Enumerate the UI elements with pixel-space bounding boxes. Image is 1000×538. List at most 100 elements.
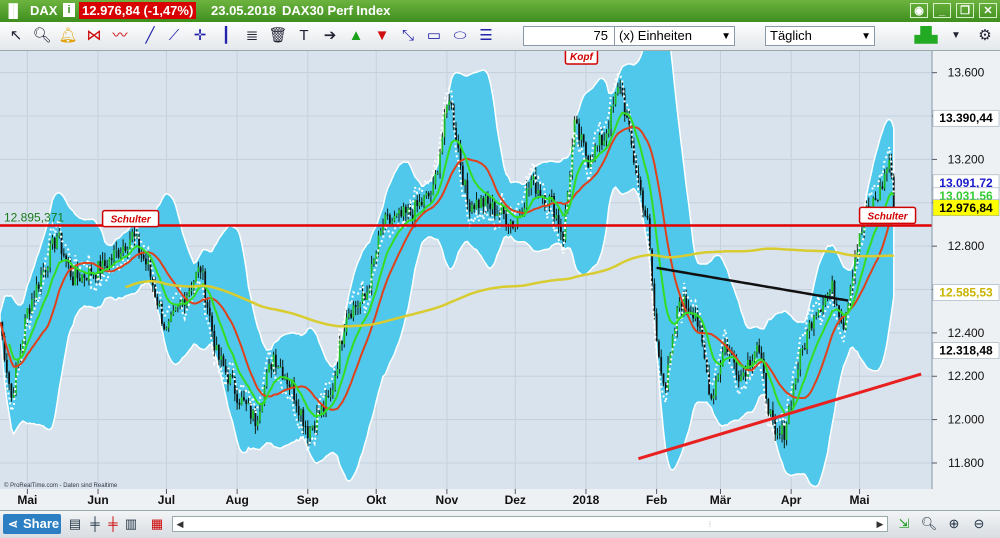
candle xyxy=(493,199,496,221)
scroll-right-icon[interactable]: ▶ xyxy=(876,519,884,529)
indicators-icon[interactable]: ▟▙ xyxy=(914,27,938,44)
zoom-icon[interactable]: 🔍︎ xyxy=(32,27,52,44)
candle xyxy=(388,213,391,226)
line-segment-icon[interactable]: ⤡ xyxy=(401,27,414,44)
pattern-icon[interactable]: 〰 xyxy=(112,27,128,44)
candle xyxy=(31,292,33,315)
interval-select[interactable]: Täglich ▼ xyxy=(765,26,875,46)
x-tick-label: Jul xyxy=(158,493,175,507)
settings-icon[interactable]: ⚙ xyxy=(978,27,992,44)
zoom-out-icon[interactable]: ⊖ xyxy=(973,516,985,531)
y-tick-label: 11.800 xyxy=(948,456,984,470)
candle xyxy=(117,247,120,259)
channel-icon[interactable]: ≣ xyxy=(245,27,259,44)
zoom-in-icon[interactable]: ⊕ xyxy=(948,516,960,531)
candle xyxy=(126,246,129,259)
sell-arrow-icon[interactable]: ▼ xyxy=(374,27,390,44)
gann-icon[interactable]: ☰ xyxy=(479,27,493,44)
candle xyxy=(352,300,355,322)
annotation-box[interactable]: Schulter xyxy=(101,209,160,228)
fibonacci-icon[interactable]: ⋈ xyxy=(86,27,102,44)
candle xyxy=(450,100,453,110)
pointer-icon[interactable]: ↖ xyxy=(9,27,23,44)
annotation-box[interactable]: Schulter xyxy=(858,206,917,225)
candle xyxy=(208,299,211,322)
heikin-icon[interactable]: ▦ xyxy=(150,516,164,531)
candle xyxy=(505,207,508,231)
y-tick-label: 13.200 xyxy=(948,152,985,166)
time-scrollbar[interactable]: ◀ ⦙ ▶ xyxy=(172,516,888,532)
candle xyxy=(156,292,159,310)
restore-icon[interactable]: ❐ xyxy=(956,3,974,18)
zoom-fit-icon[interactable]: 🔍︎ xyxy=(920,516,938,531)
candle xyxy=(58,228,61,239)
unit-label: (x) Einheiten xyxy=(619,28,692,43)
candle xyxy=(368,284,371,295)
candle xyxy=(229,374,232,386)
candle xyxy=(272,351,275,374)
x-tick-label: Okt xyxy=(366,493,386,507)
candle xyxy=(737,370,740,388)
candle xyxy=(801,345,804,356)
candle xyxy=(313,420,316,434)
candle xyxy=(379,228,382,236)
price-axis xyxy=(932,51,1000,510)
trendline-icon[interactable]: ╱ xyxy=(145,27,155,44)
vertical-line-icon[interactable]: ┃ xyxy=(221,27,231,44)
text-icon[interactable]: T xyxy=(299,27,309,44)
y-tick-label: 12.800 xyxy=(948,239,985,253)
candle-red-icon[interactable]: ╪ xyxy=(108,516,118,531)
candle xyxy=(334,370,337,392)
unit-select[interactable]: (x) Einheiten ▼ xyxy=(615,26,735,46)
candle xyxy=(398,207,400,222)
candle xyxy=(461,162,464,186)
bar-chart-icon[interactable]: ▤ xyxy=(68,516,82,531)
candle-icon[interactable]: ╪ xyxy=(90,516,100,531)
candle xyxy=(443,107,446,145)
x-tick-label: Mai xyxy=(17,493,37,507)
scroll-left-icon[interactable]: ◀ xyxy=(176,519,184,529)
candle xyxy=(329,387,332,402)
scroll-grip-icon[interactable]: ⦙ xyxy=(709,520,711,529)
buy-arrow-icon[interactable]: ▲ xyxy=(348,27,364,44)
candle xyxy=(101,252,104,277)
candle xyxy=(473,202,476,213)
candle xyxy=(350,309,353,320)
close-icon[interactable]: ✕ xyxy=(979,3,997,18)
share-button[interactable]: ⋖ Share xyxy=(3,514,61,534)
candle xyxy=(425,190,428,199)
rectangle-icon[interactable]: ▭ xyxy=(426,27,442,44)
y-tick-label: 12.400 xyxy=(948,326,985,340)
trash-icon[interactable]: 🗑︎ xyxy=(268,27,288,44)
candle xyxy=(245,399,248,412)
autoscale-icon[interactable]: ⇲ xyxy=(898,516,910,531)
annotation-box[interactable]: Kopf xyxy=(564,47,599,65)
alarm-bell-icon[interactable]: 🔔︎ xyxy=(58,27,78,44)
horizontal-line-icon[interactable]: ✛ xyxy=(193,27,207,44)
candle xyxy=(320,405,323,418)
ohlc-icon[interactable]: ▥ xyxy=(124,516,138,531)
candle xyxy=(361,285,364,304)
candle xyxy=(528,181,530,197)
info-icon[interactable]: i xyxy=(63,3,75,17)
price-chart[interactable]: 12.895,371 Schulter Kopf Schulter 11.800 12… xyxy=(0,0,1000,510)
candle xyxy=(103,252,106,272)
value-label-text: 13.031,56 xyxy=(939,189,993,203)
chevron-down-icon: ▼ xyxy=(721,31,731,42)
link-icon[interactable]: ◉ xyxy=(910,3,928,18)
ellipse-icon[interactable]: ⬭ xyxy=(453,27,467,44)
candle xyxy=(420,197,423,207)
quantity-input[interactable]: 75 xyxy=(523,26,615,46)
candle xyxy=(206,297,209,315)
chevron-down-icon[interactable]: ▼ xyxy=(951,30,961,41)
ray-icon[interactable]: ⟋ xyxy=(168,27,180,44)
candle xyxy=(785,421,788,446)
share-label: Share xyxy=(23,516,60,531)
arrow-icon[interactable]: ➔ xyxy=(323,27,337,44)
minimize-icon[interactable]: _ xyxy=(933,3,951,18)
chart-area[interactable]: 12.895,371 Schulter Kopf Schulter 11.800 12… xyxy=(0,0,1000,510)
symbol-label: DAX xyxy=(30,3,58,18)
trend-line[interactable] xyxy=(637,372,922,461)
candle xyxy=(343,323,346,348)
x-tick-label: Feb xyxy=(646,493,667,507)
